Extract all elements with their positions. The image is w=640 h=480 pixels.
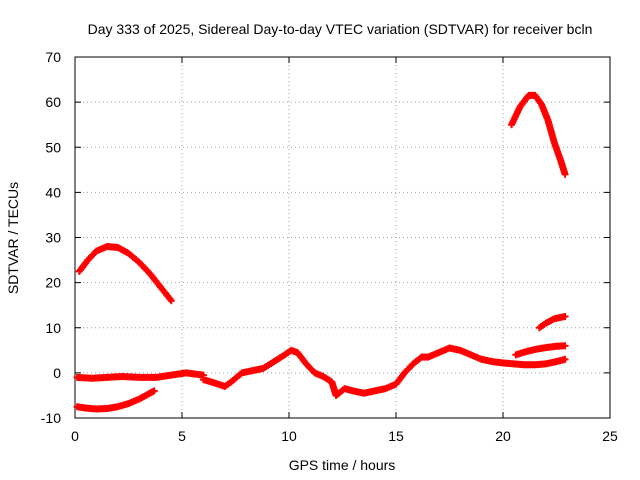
data-point [561,342,569,350]
x-axis-label: GPS time / hours [289,457,396,473]
x-tick-label: 10 [281,428,297,444]
y-tick-label: 60 [45,94,61,110]
series-arc-g [512,342,569,359]
x-tick-label: 25 [602,428,618,444]
x-tick-label: 20 [495,428,511,444]
y-tick-labels: -10 0 10 20 30 40 50 60 70 [41,49,61,426]
data-series [73,91,569,413]
series-arc-c [73,369,207,382]
series-arc-e [508,91,569,178]
y-tick-label: 20 [45,275,61,291]
y-tick-label: 40 [45,184,61,200]
series-arc-b [73,387,158,413]
grid-lines [75,57,610,418]
chart-title: Day 333 of 2025, Sidereal Day-to-day VTE… [88,21,593,37]
y-tick-label: 10 [45,320,61,336]
data-point [561,312,569,320]
y-axis-label: SDTVAR / TECUs [5,182,21,294]
series-arc-a [75,243,175,305]
y-tick-label: -10 [41,410,61,426]
x-tick-label: 5 [178,428,186,444]
y-tick-label: 30 [45,230,61,246]
data-point [167,297,175,305]
series-arc-f [535,312,569,332]
x-tick-label: 15 [388,428,404,444]
series-arc-d [199,344,569,399]
x-tick-label: 0 [71,428,79,444]
data-point [561,170,569,178]
y-tick-label: 0 [53,365,61,381]
data-point [150,387,158,395]
y-tick-label: 70 [45,49,61,65]
axis-ticks [74,56,611,419]
x-tick-labels: 0 5 10 15 20 25 [71,428,618,444]
y-tick-label: 50 [45,139,61,155]
data-point [561,355,569,363]
